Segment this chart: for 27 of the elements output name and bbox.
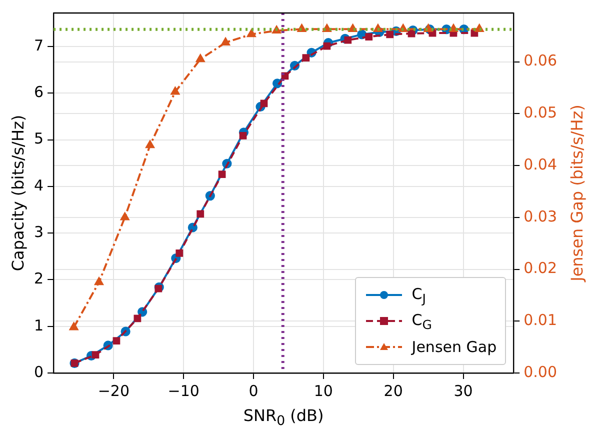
y-tick-label: 4	[34, 176, 44, 194]
y2-tick-label: 0.05	[524, 104, 558, 122]
x-tick-label: 0	[248, 382, 258, 400]
x-tick-label: −10	[168, 382, 200, 400]
x-tick-label: 10	[314, 382, 333, 400]
y-tick-label: 5	[34, 130, 44, 148]
y2-tick-label: 0.03	[524, 207, 558, 226]
y2-tick-label: 0.01	[524, 311, 558, 330]
legend-label: C$_{J}$	[412, 284, 426, 306]
y2-tick-label: 0.00	[524, 362, 558, 381]
y2-tick-label: 0.04	[524, 155, 558, 174]
x-tick-label: 30	[454, 382, 473, 400]
x-tick-label: 20	[384, 382, 403, 400]
legend-label: Jensen Gap	[412, 338, 497, 356]
y-tick-label: 1	[34, 316, 44, 334]
y2-tick-label: 0.02	[524, 259, 558, 278]
x-tick-label: −20	[98, 382, 130, 400]
y-tick-label: 7	[34, 36, 44, 54]
x-axis-title: SNR$_{0}$ (dB)	[242, 406, 325, 429]
y-axis-title: Capacity (bits/s/Hz)	[8, 114, 28, 272]
y-tick-label: 2	[34, 270, 44, 288]
y-tick-label: 0	[34, 362, 44, 381]
y-tick-label: 6	[34, 83, 44, 102]
legend-label: C$_{G}$	[412, 310, 432, 332]
y2-axis-title: Jensen Gap (bits/s/Hz)	[568, 104, 586, 282]
y-tick-label: 3	[34, 222, 44, 241]
y2-tick-label: 0.06	[524, 52, 558, 70]
